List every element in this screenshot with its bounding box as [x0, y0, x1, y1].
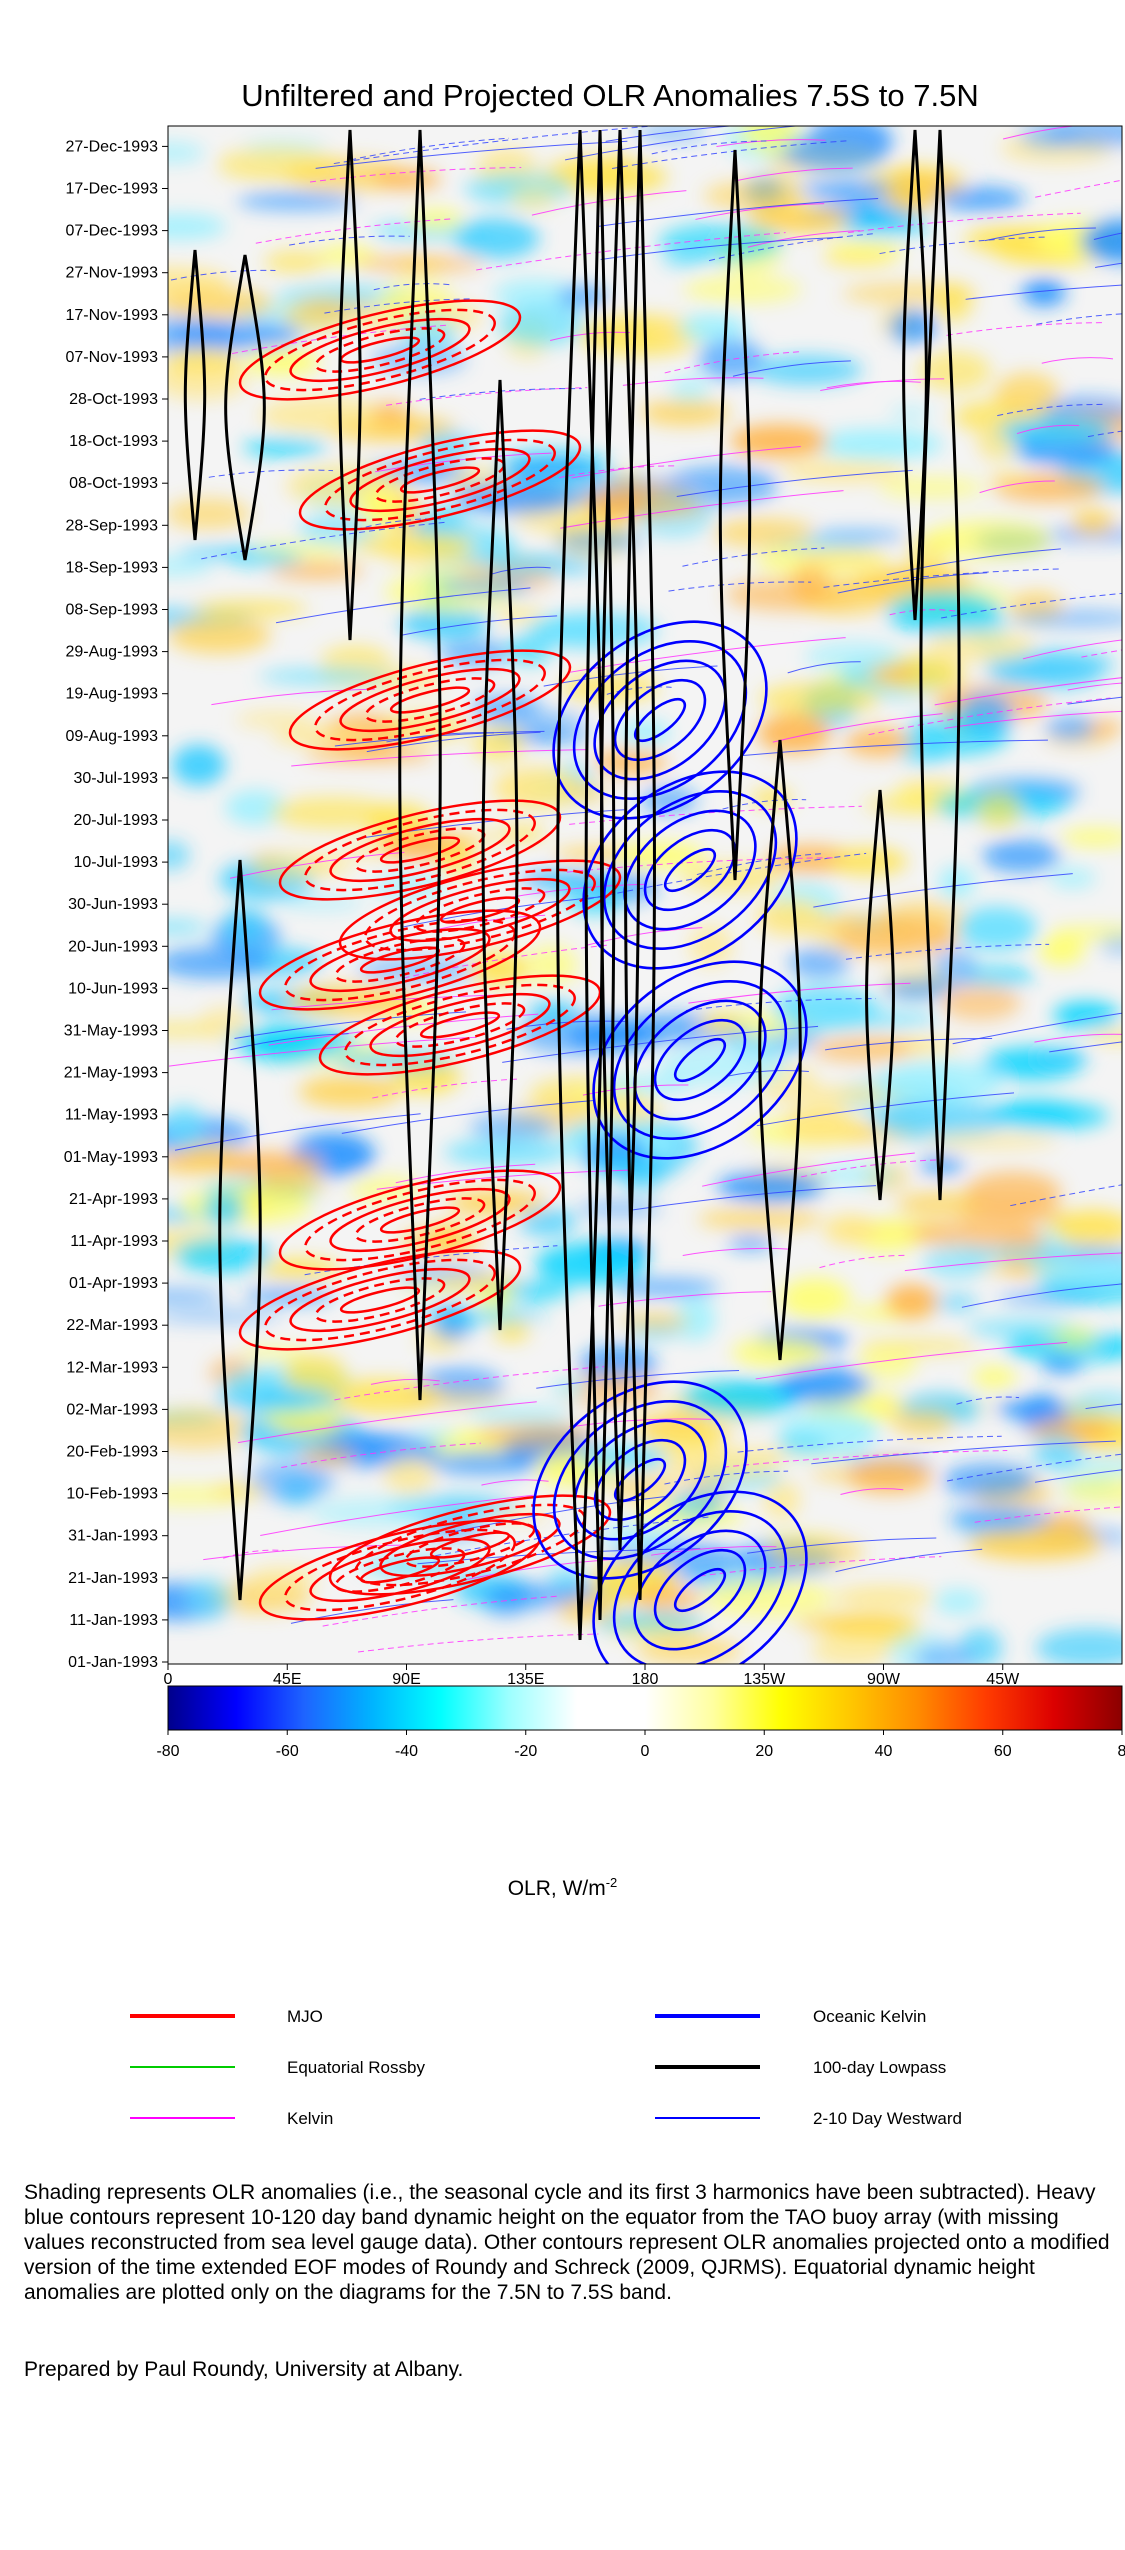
x-tick-label: 0 [164, 1671, 173, 1688]
y-tick-label: 31-Jan-1993 [68, 1528, 158, 1545]
colorbar-tick-label: 0 [641, 1743, 650, 1760]
y-tick-label: 12-Mar-1993 [66, 1359, 158, 1376]
legend-swatch-mjo [130, 2014, 235, 2018]
y-tick-label: 28-Oct-1993 [69, 391, 158, 408]
y-tick-label: 09-Aug-1993 [65, 728, 158, 745]
legend-item-equatorial-rossby: Equatorial Rossby [130, 2053, 530, 2083]
colorbar-tick-label: -20 [514, 1743, 537, 1760]
legend-swatch-2-10-day-westward [655, 2117, 760, 2119]
x-tick-label: 45W [986, 1671, 1020, 1688]
y-tick-label: 27-Dec-1993 [66, 138, 159, 155]
y-tick-label: 30-Jun-1993 [68, 896, 158, 913]
colorbar-tick-label: 40 [875, 1743, 893, 1760]
x-axis: 0 45E 90E 135E 180 135W 90W 45W [164, 1664, 1020, 1688]
colorbar-tick-label: -60 [276, 1743, 299, 1760]
colorbar-tick-label: 8 [1118, 1743, 1125, 1760]
legend-swatch-equatorial-rossby [130, 2066, 235, 2068]
y-tick-label: 11-May-1993 [65, 1107, 158, 1124]
chart-title: Unfiltered and Projected OLR Anomalies 7… [241, 78, 979, 113]
legend-label-100-day-lowpass: 100-day Lowpass [813, 2058, 947, 2077]
colorbar-tick-label: 60 [994, 1743, 1012, 1760]
plot-area: 01-Jan-1993 11-Jan-1993 21-Jan-1993 31-Jan-… [64, 125, 1125, 1760]
legend-label-kelvin: Kelvin [287, 2109, 334, 2128]
colorbar-label: OLR, W/m-2 [507, 1875, 618, 1900]
y-tick-label: 18-Sep-1993 [65, 559, 158, 576]
y-tick-label: 21-Apr-1993 [69, 1191, 158, 1208]
legend-label-oceanic-kelvin: Oceanic Kelvin [813, 2007, 927, 2026]
legend-item-100-day-lowpass: 100-day Lowpass [655, 2053, 1075, 2083]
legend-label-mjo: MJO [287, 2007, 323, 2026]
y-tick-label: 20-Jul-1993 [74, 812, 159, 829]
y-tick-label: 02-Mar-1993 [66, 1401, 158, 1418]
credit-line: Prepared by Paul Roundy, University at A… [24, 2358, 464, 2381]
y-tick-label: 29-Aug-1993 [65, 644, 158, 661]
legend-swatch-oceanic-kelvin [655, 2014, 760, 2018]
legend-item-kelvin: Kelvin [130, 2104, 530, 2134]
y-axis: 01-Jan-1993 11-Jan-1993 21-Jan-1993 31-Jan-… [64, 138, 168, 1671]
y-tick-label: 27-Nov-1993 [66, 265, 159, 282]
y-tick-label: 10-Jul-1993 [74, 854, 159, 871]
wave-contours [168, 126, 1122, 1664]
x-tick-label: 180 [632, 1671, 659, 1688]
y-tick-label: 21-May-1993 [64, 1065, 158, 1082]
y-tick-label: 17-Nov-1993 [66, 307, 159, 324]
x-tick-label: 90W [867, 1671, 901, 1688]
y-tick-label: 08-Oct-1993 [69, 475, 158, 492]
caption-note: Shading represents OLR anomalies (i.e., … [24, 2181, 1110, 2304]
x-tick-label: 90E [392, 1671, 420, 1688]
y-tick-label: 18-Oct-1993 [69, 433, 158, 450]
colorbar-tick-label: -80 [156, 1743, 179, 1760]
y-tick-label: 11-Jan-1993 [69, 1612, 158, 1629]
y-tick-label: 01-Apr-1993 [69, 1275, 158, 1292]
y-tick-label: 20-Feb-1993 [66, 1444, 158, 1461]
legend-item-2-10-day-westward: 2-10 Day Westward [655, 2104, 1075, 2134]
y-tick-label: 01-Jan-1993 [68, 1654, 158, 1671]
legend-item-oceanic-kelvin: Oceanic Kelvin [655, 2002, 1075, 2032]
y-tick-label: 22-Mar-1993 [66, 1317, 158, 1334]
y-tick-label: 11-Apr-1993 [70, 1233, 158, 1250]
y-tick-label: 07-Dec-1993 [66, 223, 159, 240]
colorbar-tick-label: 20 [755, 1743, 773, 1760]
y-tick-label: 21-Jan-1993 [68, 1570, 158, 1587]
y-tick-label: 10-Jun-1993 [68, 980, 158, 997]
y-tick-label: 20-Jun-1993 [68, 938, 158, 955]
x-tick-label: 135E [507, 1671, 544, 1688]
legend-swatch-100-day-lowpass [655, 2065, 760, 2069]
legend-swatch-kelvin [130, 2117, 235, 2119]
y-tick-label: 30-Jul-1993 [74, 770, 159, 787]
y-tick-label: 17-Dec-1993 [66, 181, 159, 198]
colorbar-tick-label: -40 [395, 1743, 418, 1760]
legend-label-2-10-day-westward: 2-10 Day Westward [813, 2109, 962, 2128]
y-tick-label: 01-May-1993 [64, 1149, 158, 1166]
y-tick-label: 31-May-1993 [64, 1023, 158, 1040]
y-tick-label: 10-Feb-1993 [66, 1486, 158, 1503]
x-tick-label: 45E [273, 1671, 301, 1688]
y-tick-label: 28-Sep-1993 [65, 517, 158, 534]
x-tick-label: 135W [743, 1671, 786, 1688]
colorbar: -80 -60 -40 -20 0 20 40 60 8 [156, 1685, 1125, 1760]
colorbar-ramp [167, 1685, 1123, 1731]
y-tick-label: 19-Aug-1993 [65, 686, 158, 703]
y-tick-label: 07-Nov-1993 [66, 349, 159, 366]
y-tick-label: 08-Sep-1993 [65, 602, 158, 619]
legend-label-equatorial-rossby: Equatorial Rossby [287, 2058, 425, 2077]
legend-item-mjo: MJO [130, 2002, 530, 2032]
